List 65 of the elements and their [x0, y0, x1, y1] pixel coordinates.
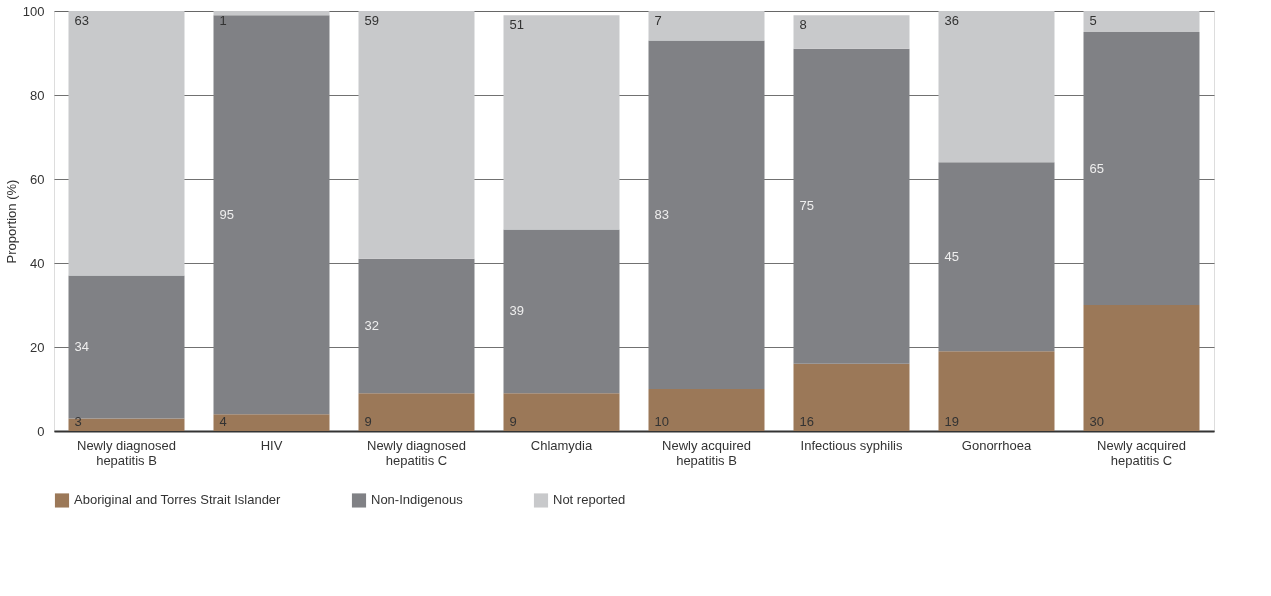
bar [938, 351, 1055, 431]
x-tick-label: Gonorrhoea [961, 437, 1032, 453]
legend-label: Aboriginal and Torres Strait Islander [74, 492, 282, 508]
x-tick-label: Newly diagnosed hepatitis C [366, 437, 467, 468]
y-axis-title: Proportion (%) [3, 179, 19, 264]
data-label: 7 [654, 13, 662, 28]
legend-label: Non-Indigenous [371, 492, 464, 508]
data-label: 39 [509, 303, 524, 319]
data-label: 36 [944, 13, 959, 28]
bar [1083, 305, 1200, 431]
bar [793, 15, 910, 49]
y-tick-label: 40 [30, 255, 45, 271]
data-label: 9 [364, 414, 372, 429]
data-label: 95 [219, 206, 234, 222]
data-label: 59 [364, 13, 379, 28]
data-label: 10 [654, 414, 669, 429]
data-label: 5 [1089, 13, 1097, 28]
y-tick-label: 0 [37, 423, 45, 439]
bar [1083, 32, 1200, 305]
data-label: 51 [509, 17, 524, 33]
bar [213, 15, 330, 415]
bar [648, 389, 765, 431]
x-tick-label: Chlamydia [530, 437, 593, 453]
y-tick-label: 60 [30, 171, 45, 187]
data-label: 34 [74, 339, 89, 354]
data-label: 45 [944, 248, 959, 264]
bar [503, 15, 620, 230]
data-label: 30 [1089, 414, 1104, 429]
x-tick-label: Newly diagnosed hepatitis B [76, 437, 177, 468]
y-tick-label: 20 [30, 339, 45, 355]
bar [648, 40, 765, 389]
data-label: 65 [1089, 160, 1104, 176]
bar [68, 418, 185, 431]
bar [793, 363, 910, 431]
bar [503, 229, 620, 394]
bar [213, 11, 330, 16]
bar [358, 258, 475, 394]
bar [68, 275, 185, 419]
bar [358, 393, 475, 431]
bar [213, 414, 330, 431]
y-tick-label: 100 [22, 3, 45, 19]
bar [938, 162, 1055, 352]
x-tick-label: HIV [260, 437, 283, 453]
data-label: 1 [219, 13, 227, 28]
x-tick-label: Newly acquired hepatitis C [1097, 437, 1186, 468]
x-tick-label: Newly acquired hepatitis B [662, 437, 751, 468]
bar [648, 11, 765, 41]
x-tick-label: Infectious syphilis [800, 437, 903, 453]
bar [358, 11, 475, 259]
data-label: 16 [799, 414, 814, 429]
bar [938, 11, 1055, 163]
legend-label: Not reported [553, 492, 626, 508]
data-label: 83 [654, 206, 669, 222]
bar [68, 11, 185, 276]
data-label: 19 [944, 414, 959, 429]
data-label: 63 [74, 13, 89, 28]
y-tick-label: 80 [30, 87, 45, 103]
data-label: 8 [799, 17, 807, 33]
bar [1083, 11, 1200, 32]
data-label: 9 [509, 414, 517, 429]
bar [793, 48, 910, 364]
data-label: 75 [799, 198, 814, 214]
data-label: 32 [364, 318, 379, 333]
data-label: 4 [219, 414, 227, 429]
bar [503, 393, 620, 431]
